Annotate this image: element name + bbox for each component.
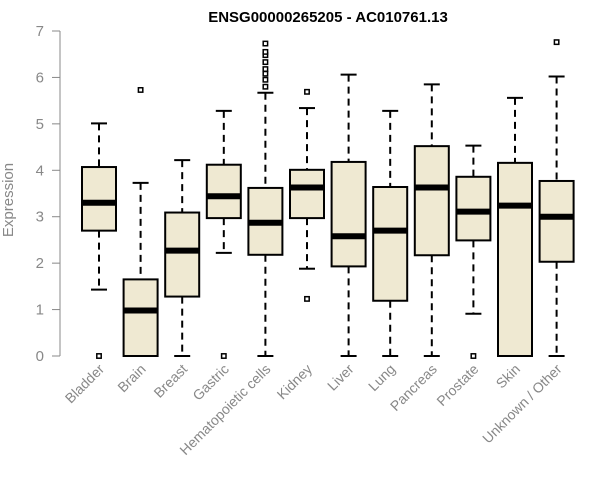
box-brain bbox=[122, 87, 159, 357]
iqr-box bbox=[455, 175, 492, 242]
category-label: Bladder bbox=[62, 361, 108, 407]
outlier-point bbox=[553, 39, 560, 46]
box-pancreas bbox=[413, 83, 450, 357]
outlier-point bbox=[262, 76, 269, 83]
y-tick-label: 7 bbox=[36, 23, 44, 40]
category-label: Brain bbox=[114, 361, 148, 395]
iqr-box bbox=[538, 179, 575, 263]
outlier-point bbox=[262, 66, 269, 73]
outlier-point bbox=[304, 88, 310, 95]
category-label: Breast bbox=[150, 361, 190, 401]
category-label: Lung bbox=[365, 361, 398, 394]
axes: 0 1 2 3 4 5 6 7 bbox=[36, 23, 61, 365]
y-tick-label: 4 bbox=[36, 162, 44, 179]
iqr-box bbox=[81, 166, 117, 232]
box-bladder bbox=[81, 122, 117, 359]
y-tick-label: 1 bbox=[36, 302, 44, 319]
category-label: Unknown / Other bbox=[479, 361, 565, 447]
box-kidney bbox=[289, 88, 325, 302]
iqr-box bbox=[122, 278, 159, 357]
category-label: Prostate bbox=[433, 361, 481, 409]
iqr-box bbox=[330, 160, 367, 268]
y-axis-label: Expression bbox=[0, 163, 17, 237]
outlier-point bbox=[304, 295, 310, 302]
box-prostate bbox=[455, 144, 492, 359]
box-unknown-other bbox=[538, 39, 575, 357]
box-lung bbox=[372, 109, 409, 357]
outlier-point bbox=[96, 353, 102, 359]
iqr-box bbox=[372, 186, 409, 302]
outlier-point bbox=[262, 70, 269, 77]
box-series bbox=[81, 39, 575, 359]
outlier-point bbox=[262, 40, 269, 47]
outlier-point bbox=[137, 87, 144, 93]
y-tick-label: 0 bbox=[36, 348, 44, 365]
y-tick-label: 5 bbox=[36, 116, 44, 133]
box-gastric bbox=[205, 109, 242, 359]
outlier-point bbox=[220, 353, 227, 359]
y-tick-label: 2 bbox=[36, 255, 44, 272]
y-tick-label: 3 bbox=[36, 209, 44, 226]
chart-title: ENSG00000265205 - AC010761.13 bbox=[208, 9, 448, 26]
box-hematopoietic-cells bbox=[247, 40, 284, 357]
outlier-point bbox=[262, 83, 269, 90]
iqr-box bbox=[413, 145, 450, 257]
outlier-point bbox=[262, 48, 269, 55]
iqr-box bbox=[205, 163, 242, 220]
category-label: Liver bbox=[324, 361, 357, 394]
box-skin bbox=[497, 96, 533, 357]
box-liver bbox=[330, 73, 367, 357]
y-tick-label: 6 bbox=[36, 69, 44, 86]
outlier-point bbox=[262, 59, 269, 66]
outlier-point bbox=[470, 353, 477, 359]
iqr-box bbox=[164, 211, 201, 298]
iqr-box bbox=[497, 161, 533, 357]
iqr-box bbox=[289, 168, 325, 220]
category-label: Skin bbox=[493, 361, 524, 392]
box-breast bbox=[164, 159, 201, 357]
category-label: Kidney bbox=[274, 361, 316, 403]
